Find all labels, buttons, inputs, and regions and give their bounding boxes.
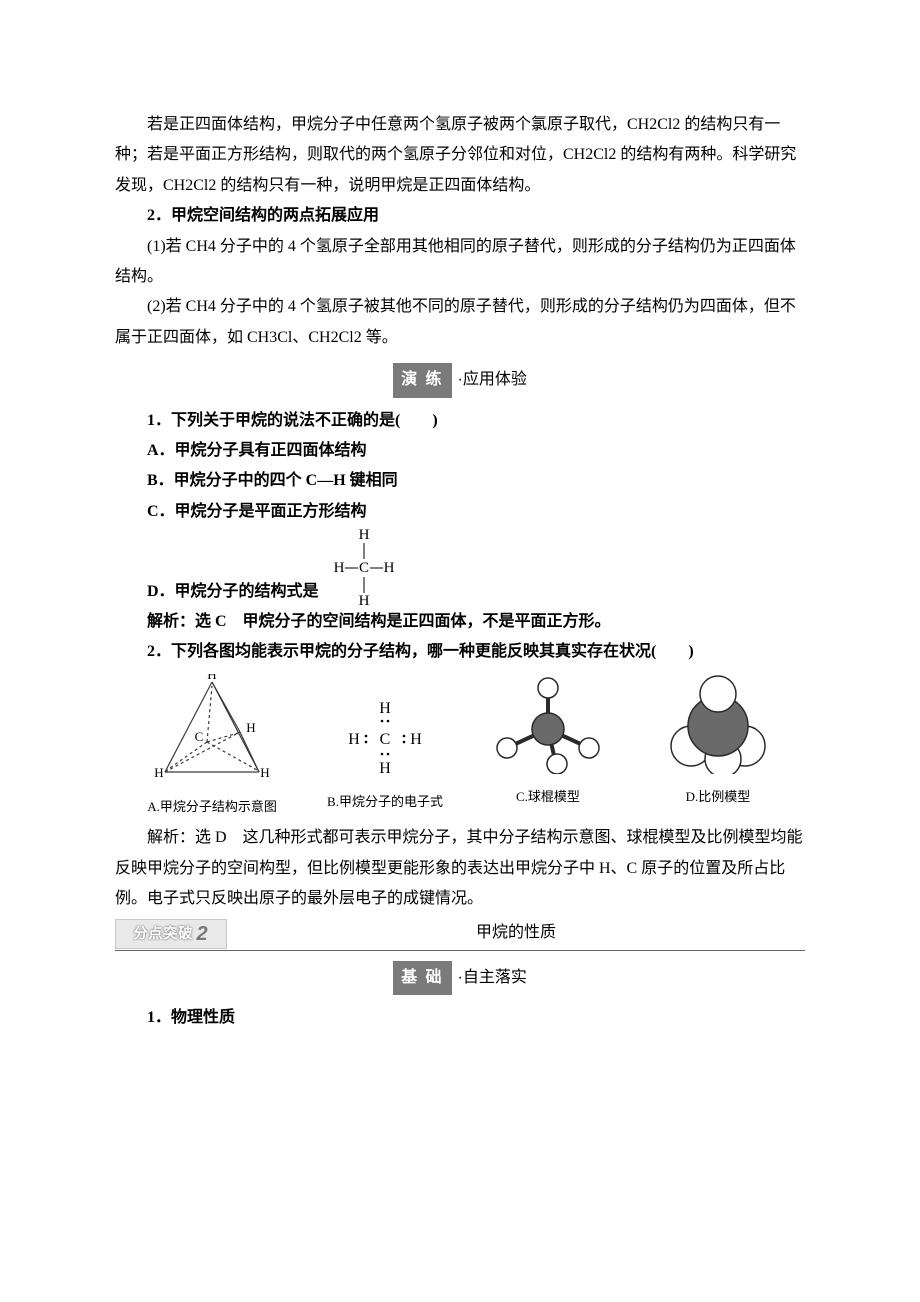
- q2-figD-cap: D.比例模型: [653, 785, 783, 810]
- sf-H-bottom: H: [358, 593, 369, 607]
- electron-dot-diagram: H H C H H: [330, 699, 440, 779]
- q2-stem: 2．下列各图均能表示甲烷的分子结构，哪一种更能反映其真实存在状况( ): [115, 637, 805, 667]
- q2-figD: D.比例模型: [653, 674, 783, 819]
- space-filling-model: [653, 674, 783, 774]
- q2-figA-cap: A.甲烷分子结构示意图: [137, 795, 287, 820]
- sf-H-top: H: [358, 527, 369, 543]
- tet-C: C: [195, 729, 204, 744]
- methane-structural-formula: H H C H H: [319, 527, 409, 607]
- breakpoint-num: 2: [196, 915, 208, 953]
- intro-p1: 若是正四面体结构，甲烷分子中任意两个氢原子被两个氯原子取代，CH2Cl2 的结构…: [115, 110, 805, 201]
- q1-answer: 解析：选 C 甲烷分子的空间结构是正四面体，不是平面正方形。: [115, 607, 805, 637]
- q1-B: B．甲烷分子中的四个 C—H 键相同: [115, 466, 805, 496]
- q2-figC: C.球棍模型: [483, 674, 613, 819]
- q1-D-text: D．甲烷分子的结构式是: [115, 577, 319, 607]
- page: 若是正四面体结构，甲烷分子中任意两个氢原子被两个氯原子取代，CH2Cl2 的结构…: [0, 0, 920, 1302]
- q2-figure-grid: H H H H C A.甲烷分子结构示意图 H H C H H: [115, 674, 805, 819]
- q1-A: A．甲烷分子具有正四面体结构: [115, 436, 805, 466]
- intro-p2-2: (2)若 CH4 分子中的 4 个氢原子被其他不同的原子替代，则形成的分子结构仍…: [115, 292, 805, 353]
- tet-H-back: H: [246, 720, 255, 735]
- ball-stick-model: [483, 674, 613, 774]
- tag-practice-dark: 演 练: [393, 363, 451, 397]
- tet-H-top: H: [207, 674, 216, 682]
- tag-practice-light: ·应用体验: [458, 365, 527, 395]
- q2-figA: H H H H C A.甲烷分子结构示意图: [137, 674, 287, 819]
- phys-prop-title: 1．物理性质: [115, 1003, 805, 1033]
- intro-p2-1: (1)若 CH4 分子中的 4 个氢原子全部用其他相同的原子替代，则形成的分子结…: [115, 232, 805, 293]
- q1-stem: 1．下列关于甲烷的说法不正确的是( ): [115, 406, 805, 436]
- basic-tag-row: 基 础 ·自主落实: [115, 951, 805, 1003]
- tag-basic-light: ·自主落实: [458, 963, 527, 993]
- tetrahedron-diagram: H H H H C: [137, 674, 287, 784]
- sf-C: C: [359, 560, 369, 576]
- breakpoint-2-row: 分点突破 2 甲烷的性质: [115, 918, 805, 948]
- sf-H-right: H: [383, 560, 394, 576]
- ed-H-top: H: [379, 700, 391, 717]
- ed-H-bottom: H: [379, 760, 391, 777]
- q1-C: C．甲烷分子是平面正方形结构: [115, 497, 805, 527]
- tet-H-left: H: [154, 765, 163, 780]
- q2-answer: 解析：选 D 这几种形式都可表示甲烷分子，其中分子结构示意图、球棍模型及比例模型…: [115, 823, 805, 914]
- ed-H-right: H: [410, 731, 422, 748]
- ed-H-left: H: [348, 731, 360, 748]
- breakpoint-badge: 分点突破 2: [115, 919, 227, 949]
- breakpoint-title: 甲烷的性质: [227, 918, 805, 948]
- q2-figB-cap: B.甲烷分子的电子式: [327, 790, 443, 815]
- sf-H-left: H: [333, 560, 344, 576]
- tet-H-right: H: [260, 765, 269, 780]
- q2-figB: H H C H H B.甲烷分子的电子式: [327, 674, 443, 819]
- q2-figC-cap: C.球棍模型: [483, 785, 613, 810]
- intro-p2-title: 2．甲烷空间结构的两点拓展应用: [115, 201, 805, 231]
- practice-tag-row: 演 练 ·应用体验: [115, 353, 805, 405]
- ed-C: C: [380, 731, 391, 748]
- q1-D-row: D．甲烷分子的结构式是 H H C H H: [115, 527, 805, 607]
- tag-basic-dark: 基 础: [393, 961, 451, 995]
- breakpoint-badge-text: 分点突破: [133, 920, 193, 947]
